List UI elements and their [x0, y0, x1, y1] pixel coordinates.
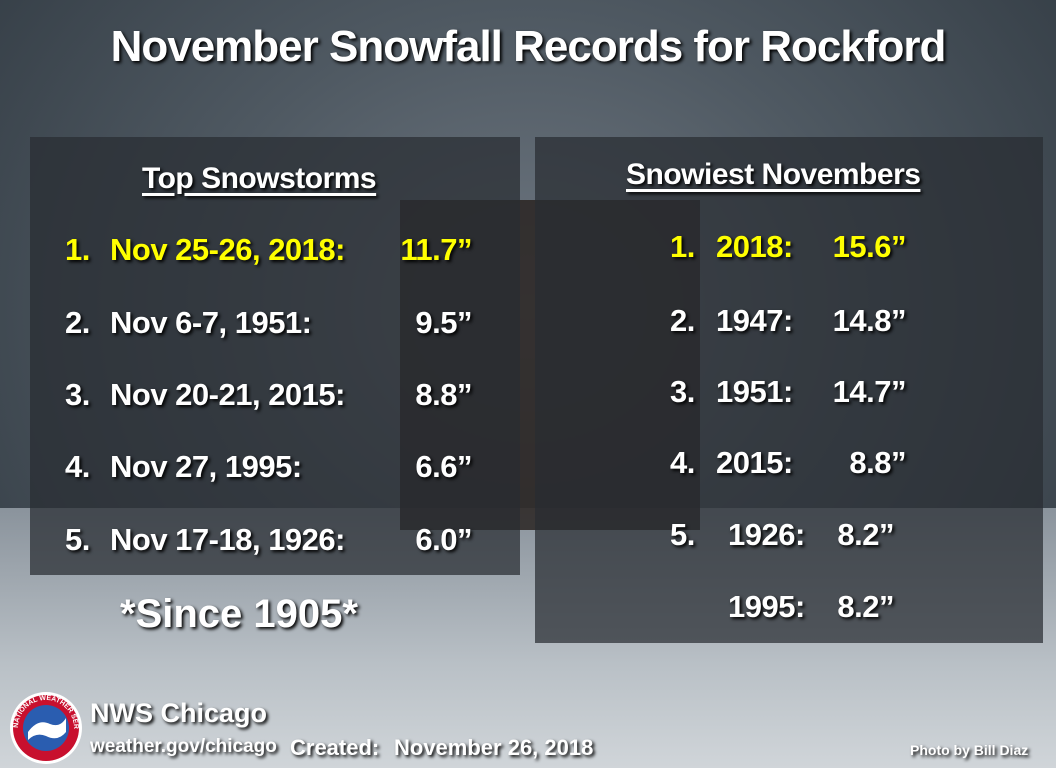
row-label: Nov 25-26, 2018: — [110, 232, 345, 267]
rank: 2. — [670, 303, 695, 338]
rank: 5. — [65, 522, 90, 557]
logo: NATIONAL WEATHER SERVICE — [8, 690, 82, 764]
rank: 4. — [65, 449, 90, 484]
left-panel — [30, 137, 520, 575]
created-label: Created: — [290, 735, 380, 760]
left-heading: Top Snowstorms — [142, 162, 377, 195]
created-date: November 26, 2018 — [394, 735, 594, 760]
row-amount: 14.8” — [832, 303, 907, 338]
row-label: 1951: — [716, 374, 793, 409]
org: NWS Chicago — [90, 698, 268, 728]
rank: 1. — [670, 229, 695, 264]
rank: 1. — [65, 232, 90, 267]
row-amount: 14.7” — [832, 374, 907, 409]
rank: 2. — [65, 305, 90, 340]
row-amount: 15.6” — [832, 229, 907, 264]
row-label: Nov 20-21, 2015: — [110, 377, 345, 412]
row-amount: 9.5” — [415, 305, 472, 340]
rank: 5. — [670, 517, 695, 552]
row-amount: 6.6” — [415, 449, 472, 484]
row-amount: 8.2” — [837, 517, 894, 552]
row-label: Nov 6-7, 1951: — [110, 305, 312, 340]
row-amount: 8.8” — [849, 445, 906, 480]
right-heading: Snowiest Novembers — [626, 158, 921, 191]
note: *Since 1905* — [120, 592, 358, 636]
row-label: 1947: — [716, 303, 793, 338]
url: weather.gov/chicago — [90, 736, 277, 757]
row-label: 2015: — [716, 445, 793, 480]
row-amount: 8.8” — [415, 377, 472, 412]
row-label: Nov 27, 1995: — [110, 449, 302, 484]
rank: 3. — [670, 374, 695, 409]
credit: Photo by Bill Diaz — [910, 742, 1029, 758]
rank: 4. — [670, 445, 695, 480]
row-amount: 6.0” — [415, 522, 472, 557]
row-amount: 8.2” — [837, 589, 894, 624]
right-panel — [535, 137, 1043, 643]
row-label: 2018: — [716, 229, 793, 264]
row-label: 1926: — [728, 517, 805, 552]
row-label: Nov 17-18, 1926: — [110, 522, 345, 557]
row-label: 1995: — [728, 589, 805, 624]
row-amount: 11.7” — [400, 232, 472, 267]
title: November Snowfall Records for Rockford — [110, 22, 947, 71]
rank: 3. — [65, 377, 90, 412]
